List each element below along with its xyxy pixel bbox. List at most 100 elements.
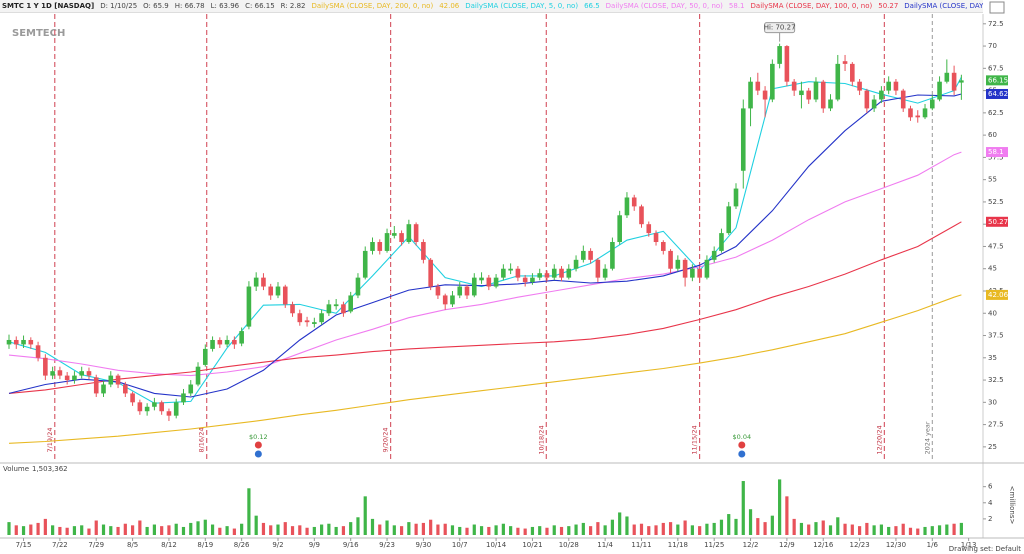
candle-body (791, 81, 797, 91)
candle-body (922, 108, 928, 118)
volume-bar (690, 525, 694, 535)
volume-bar (138, 520, 142, 535)
sma-line (8, 76, 962, 404)
volume-bar (327, 523, 331, 535)
volume-bar (392, 525, 396, 535)
volume-bar (654, 525, 658, 535)
x-tick-label: 10/14 (486, 541, 507, 549)
candle-body (457, 286, 463, 296)
candle-body (610, 242, 615, 269)
volume-bar (43, 518, 47, 535)
x-tick-label: 10/28 (559, 541, 579, 549)
volume-bar (639, 523, 644, 535)
price-bubble (986, 75, 1008, 86)
volume-bar (930, 526, 934, 535)
event-label: 8/16/24 (198, 427, 206, 452)
volume-bar (298, 525, 302, 535)
year-label: 2024 year (923, 421, 931, 454)
candle-body (471, 277, 477, 296)
volume-bar (523, 528, 527, 535)
candle-body (239, 331, 244, 344)
candle-body (581, 250, 586, 260)
x-tick-label: 1/13 (961, 541, 977, 549)
candle-body (188, 384, 194, 394)
volume-bar (632, 524, 636, 535)
volume-bar (792, 518, 796, 535)
x-tick-label: 12/2 (743, 541, 759, 549)
volume-bar (218, 527, 222, 535)
candle-body (50, 371, 55, 376)
candle-body (355, 277, 361, 296)
volume-bar (36, 522, 40, 535)
volume-bar (450, 525, 455, 535)
volume-bar (487, 526, 491, 535)
volume-bar (661, 522, 665, 535)
volume-bar (712, 522, 716, 535)
drawing-set: Drawing set: Default (949, 545, 1021, 553)
candle-body (842, 61, 848, 64)
candle-body (108, 375, 114, 385)
volume-bar (727, 514, 731, 535)
sma-line (8, 221, 962, 394)
volume-bar (865, 522, 869, 535)
candle-body (297, 313, 303, 323)
candle-body (28, 339, 34, 345)
legend-value: 58.1 (728, 2, 745, 10)
candle-body (413, 224, 419, 243)
volume-bar (203, 519, 207, 535)
candle-body (748, 81, 753, 109)
candle-body (835, 63, 841, 100)
candle-body (762, 90, 768, 100)
volume-bar (683, 520, 687, 535)
volume-bar (152, 524, 156, 535)
candle-body (435, 286, 441, 296)
legend-value: 50.27 (878, 2, 899, 10)
candle-body (246, 286, 252, 327)
header-bar: SMTC 1 Y 1D [NASDAQ] D: 1/10/25 O: 65.9 H:… (0, 0, 983, 13)
volume-bar (174, 523, 178, 535)
volume-bar (763, 522, 767, 535)
volume-bar (254, 515, 258, 535)
candle-body (13, 339, 19, 345)
x-tick-label: 8/12 (161, 541, 177, 549)
x-tick-label: 8/5 (127, 541, 138, 549)
y-tick-label: 55 (988, 176, 997, 184)
candle-body (341, 304, 346, 314)
volume-bar (567, 526, 571, 535)
candle-body (304, 320, 310, 323)
candle-body (166, 411, 172, 416)
volume-bar (857, 526, 862, 535)
quote-field: R: 2.82 (280, 2, 306, 10)
volume-bar (101, 524, 106, 535)
volume-bar (349, 522, 353, 535)
x-tick-label: 7/15 (16, 541, 32, 549)
candle-body (137, 402, 143, 412)
candle-body (653, 233, 659, 243)
candle-body (675, 259, 681, 269)
candle-body (799, 90, 804, 96)
volume-bar (116, 526, 120, 535)
volume-bar (29, 524, 33, 535)
volume-bar (756, 518, 760, 535)
plot-bg (0, 14, 983, 538)
x-tick-label: 9/16 (343, 541, 359, 549)
volume-bar (7, 522, 11, 535)
dividend-icon (254, 450, 262, 458)
volume-bar (952, 523, 956, 535)
event-label: 11/15/24 (691, 425, 699, 454)
event-label: 10/18/24 (537, 425, 545, 454)
menu-icon[interactable] (989, 1, 1005, 14)
x-tick-label: 12/9 (779, 541, 795, 549)
candle-body (93, 377, 99, 394)
candle-body (682, 259, 688, 278)
x-tick-label: 11/25 (704, 541, 724, 549)
volume-bar (276, 524, 280, 535)
candle-body (493, 277, 499, 287)
y-tick-label: 32.5 (988, 376, 1004, 384)
price-bubble-label: 66.15 (988, 76, 1008, 84)
volume-bar (821, 520, 825, 535)
volume-bar (719, 519, 724, 535)
volume-bar (189, 522, 193, 535)
candle-body (464, 286, 470, 296)
candle-body (850, 63, 855, 82)
